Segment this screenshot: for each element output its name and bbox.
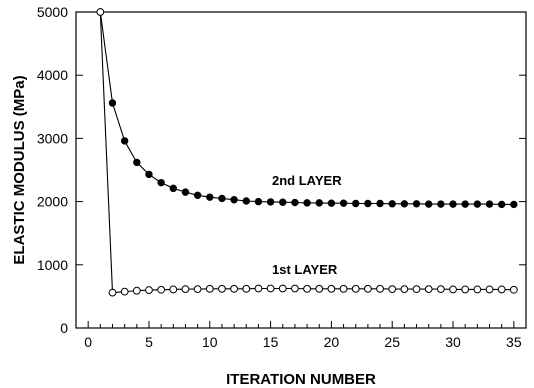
x-tick-label: 35: [506, 334, 522, 350]
series-label-1st-layer: 1st LAYER: [272, 262, 338, 277]
data-point-2nd-layer: [206, 193, 214, 201]
data-point-2nd-layer: [120, 137, 129, 145]
data-point-2nd-layer: [133, 158, 141, 167]
data-point-1st-layer: [169, 285, 178, 294]
data-point-2nd-layer: [510, 200, 518, 209]
y-tick-label: 3000: [37, 130, 68, 146]
data-point-1st-layer: [400, 285, 409, 294]
data-point-2nd-layer: [242, 197, 250, 205]
data-point-2nd-layer: [279, 198, 287, 206]
data-point-1st-layer: [376, 284, 384, 293]
x-tick-label: 10: [202, 334, 218, 350]
data-point-2nd-layer: [193, 191, 202, 199]
data-point-1st-layer: [181, 285, 190, 294]
data-point-2nd-layer: [145, 170, 153, 179]
data-point-2nd-layer: [425, 200, 433, 208]
data-point-1st-layer: [193, 285, 202, 294]
data-point-1st-layer: [145, 286, 153, 294]
data-point-2nd-layer: [388, 200, 396, 208]
x-tick-label: 5: [145, 334, 153, 350]
data-point-2nd-layer: [230, 196, 238, 204]
data-point-2nd-layer: [181, 188, 190, 196]
data-point-1st-layer: [424, 285, 433, 294]
y-tick-label: 2000: [37, 194, 68, 210]
data-point-1st-layer: [108, 288, 117, 297]
data-point-2nd-layer: [461, 200, 469, 208]
data-point-1st-layer: [412, 285, 421, 294]
data-point-2nd-layer: [108, 99, 117, 107]
data-point-2nd-layer: [303, 199, 311, 207]
series-label-2nd-layer: 2nd LAYER: [272, 173, 342, 188]
x-axis-title: ITERATION NUMBER: [226, 371, 376, 388]
data-point-1st-layer: [266, 284, 275, 293]
data-point-2nd-layer: [254, 197, 263, 206]
data-point-1st-layer: [449, 285, 457, 294]
data-point-1st-layer: [132, 286, 141, 295]
data-point-2nd-layer: [449, 200, 457, 208]
data-point-2nd-layer: [157, 178, 165, 187]
x-tick-label: 0: [84, 334, 92, 350]
data-point-2nd-layer: [327, 199, 336, 207]
data-point-2nd-layer: [315, 199, 323, 207]
x-tick-label: 25: [384, 334, 400, 350]
data-point-2nd-layer: [266, 198, 275, 206]
y-tick-label: 4000: [37, 67, 68, 83]
data-point-1st-layer: [461, 285, 470, 294]
data-point-2nd-layer: [412, 200, 421, 208]
y-tick-label: 0: [60, 320, 68, 336]
data-point-1st-layer: [509, 285, 518, 294]
data-point-1st-layer: [205, 284, 214, 293]
data-point-2nd-layer: [218, 194, 226, 203]
data-point-1st-layer: [254, 284, 263, 293]
x-tick-label: 30: [445, 334, 461, 350]
data-point-1st-layer: [120, 287, 129, 296]
data-point-2nd-layer: [376, 199, 384, 208]
data-point-1st-layer: [327, 284, 336, 293]
data-point-2nd-layer: [400, 200, 409, 208]
data-point-1st-layer: [242, 284, 251, 293]
x-tick-label: 20: [324, 334, 340, 350]
data-point-2nd-layer: [473, 200, 482, 208]
y-tick-label: 5000: [37, 4, 68, 20]
data-point-1st-layer: [291, 284, 299, 293]
data-point-1st-layer: [339, 284, 348, 293]
plot-frame: [75, 11, 527, 329]
data-point-1st-layer: [436, 285, 445, 294]
data-point-2nd-layer: [364, 199, 372, 208]
data-point-2nd-layer: [437, 200, 445, 208]
data-point-1st-layer: [278, 284, 287, 293]
data-point-1st-layer: [473, 285, 482, 294]
data-point-2nd-layer: [497, 200, 506, 209]
data-point-1st-layer: [303, 284, 311, 293]
data-point-2nd-layer: [352, 199, 360, 208]
x-axis-ticks: 0 5 10 15 20 25 30 35: [84, 321, 522, 350]
y-axis-ticks: 0 1000 2000 3000 4000 5000: [37, 4, 526, 336]
data-point-1st-layer: [230, 284, 239, 293]
data-point-1st-layer: [497, 285, 506, 294]
series-points: [96, 8, 518, 297]
series-line-1st-layer: [99, 11, 514, 294]
series-lines: [99, 11, 514, 294]
data-point-2nd-layer: [339, 199, 348, 207]
x-tick-label: 15: [263, 334, 279, 350]
data-point-1st-layer: [96, 8, 105, 16]
data-point-1st-layer: [485, 285, 494, 294]
data-point-1st-layer: [218, 284, 226, 293]
data-point-1st-layer: [315, 284, 324, 293]
data-point-2nd-layer: [169, 184, 177, 193]
data-point-1st-layer: [351, 284, 360, 293]
y-axis-title: ELASTIC MODULUS (MPa): [11, 75, 28, 264]
data-point-2nd-layer: [291, 198, 299, 207]
data-point-1st-layer: [157, 285, 166, 294]
data-point-1st-layer: [363, 284, 372, 293]
data-point-2nd-layer: [485, 200, 494, 208]
y-tick-label: 1000: [37, 257, 68, 273]
data-point-1st-layer: [388, 285, 397, 294]
